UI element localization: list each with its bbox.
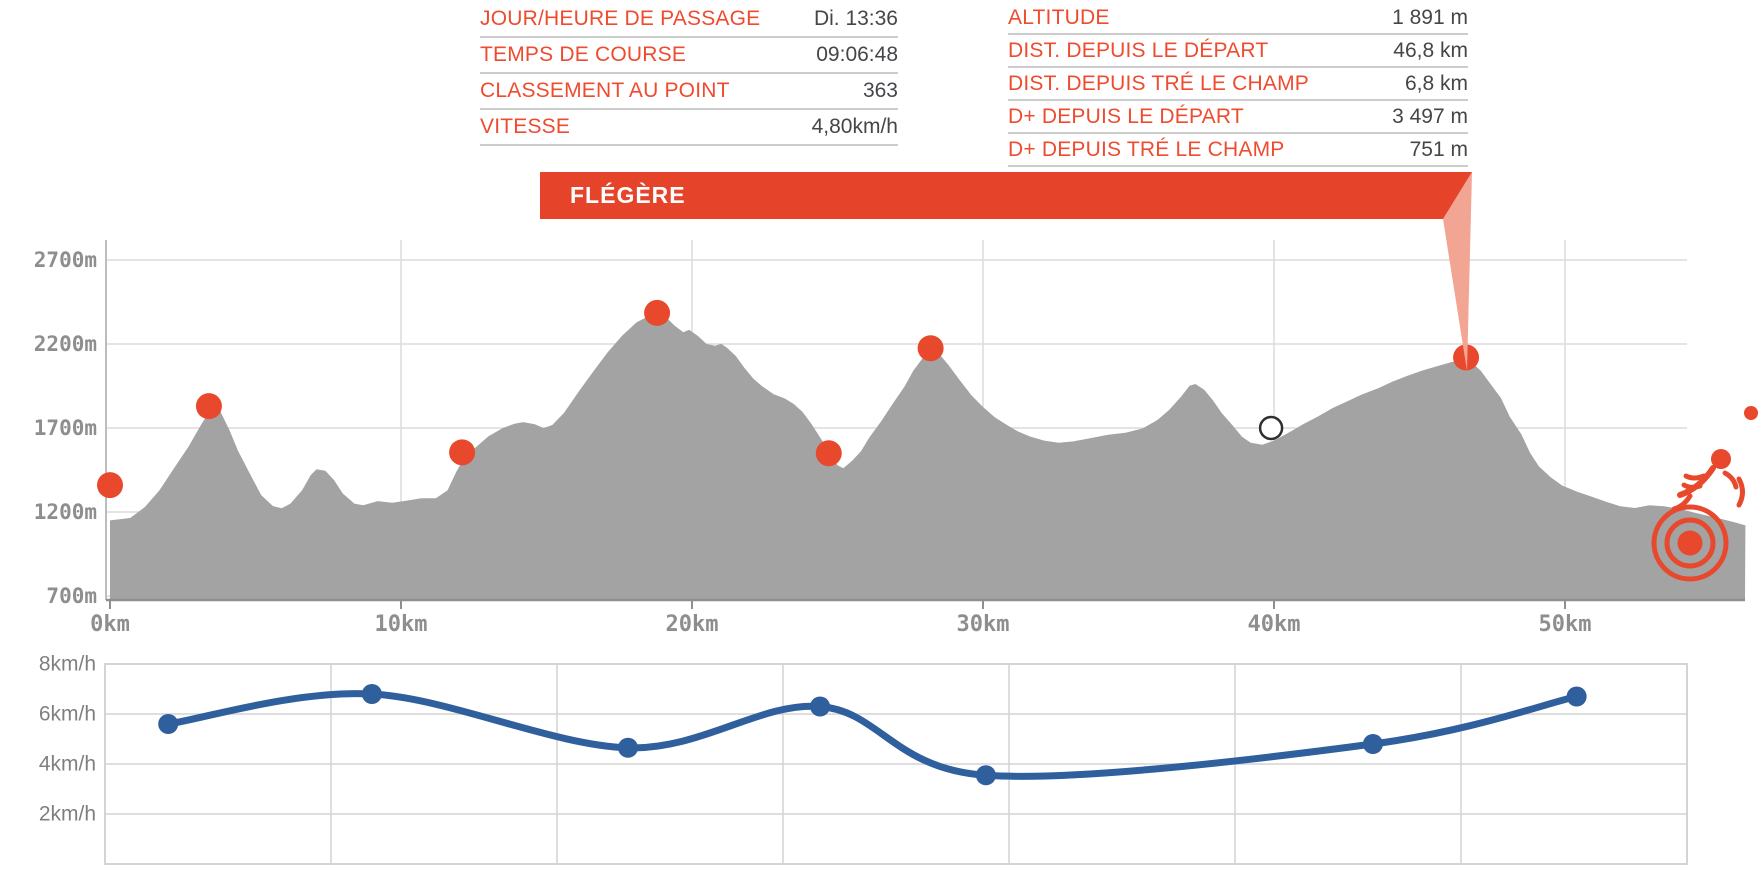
speed-chart-border [104, 663, 1688, 865]
speed-y-tick-label: 4km/h [39, 753, 96, 776]
info-row: JOUR/HEURE DE PASSAGE Di. 13:36 [480, 2, 898, 38]
info-label: ALTITUDE [1008, 5, 1110, 29]
bullseye-icon [1651, 504, 1729, 582]
banner-background [540, 172, 1472, 219]
elevation-y-tick-label: 2700m [34, 248, 97, 272]
info-label: JOUR/HEURE DE PASSAGE [480, 7, 761, 30]
info-row: TEMPS DE COURSE 09:06:48 [480, 38, 898, 74]
elevation-y-tick-label: 1200m [34, 500, 97, 524]
info-value: 363 [862, 79, 898, 102]
checkpoint-dot[interactable] [449, 439, 476, 466]
info-value: Di. 13:36 [813, 7, 898, 30]
checkpoint-dot[interactable] [97, 472, 123, 499]
info-value: 09:06:48 [816, 43, 898, 66]
info-label: DIST. DEPUIS TRÉ LE CHAMP [1008, 71, 1310, 95]
checkpoint-stats-left: JOUR/HEURE DE PASSAGE Di. 13:36 TEMPS DE C… [480, 2, 898, 146]
elevation-x-tick-label: 10km [375, 612, 428, 637]
speed-y-tick-label: 6km/h [39, 703, 96, 726]
elevation-x-tick-label: 50km [1539, 612, 1592, 637]
info-row: ALTITUDE 1 891 m [1008, 2, 1468, 35]
elevation-x-tick-label: 40km [1248, 612, 1301, 637]
speed-point-dot [1362, 734, 1383, 754]
info-label: DIST. DEPUIS LE DÉPART [1008, 38, 1269, 62]
info-value: 751 m [1409, 137, 1468, 161]
speed-point-dot [361, 684, 382, 704]
info-label: CLASSEMENT AU POINT [480, 79, 730, 102]
checkpoint-dot[interactable] [195, 393, 222, 420]
speed-point-dot [158, 714, 179, 734]
info-row: DIST. DEPUIS LE DÉPART 46,8 km [1008, 35, 1468, 68]
speed-point-dot [1566, 686, 1587, 707]
elevation-x-tick-label: 0km [90, 612, 130, 637]
checkpoint-dot[interactable] [917, 335, 944, 362]
runner-icon [1671, 406, 1758, 512]
elevation-x-tick-label: 30km [957, 612, 1010, 637]
info-row: CLASSEMENT AU POINT 363 [480, 74, 898, 110]
elevation-y-tick-label: 2200m [34, 332, 97, 356]
info-value: 4,80km/h [811, 115, 898, 138]
checkpoint-dot[interactable] [644, 299, 671, 326]
runner-position-marker[interactable] [1651, 406, 1758, 582]
speed-y-tick-label: 2km/h [39, 803, 96, 826]
checkpoint-dot[interactable] [815, 440, 842, 467]
info-row: DIST. DEPUIS TRÉ LE CHAMP 6,8 km [1008, 68, 1468, 101]
elevation-y-tick-label: 1700m [34, 416, 97, 440]
checkpoint-banner: FLÉGÈRE [540, 172, 1472, 371]
info-label: D+ DEPUIS TRÉ LE CHAMP [1008, 137, 1285, 161]
speed-point-dot [617, 737, 638, 758]
speed-chart: 8km/h 6km/h 4km/h 2km/h [39, 653, 1688, 865]
elevation-y-tick-label: 700m [46, 584, 97, 608]
info-row: D+ DEPUIS LE DÉPART 3 497 m [1008, 101, 1468, 134]
runner-trail-dot [1744, 406, 1758, 420]
info-value: 46,8 km [1393, 38, 1468, 62]
info-row: D+ DEPUIS TRÉ LE CHAMP 751 m [1008, 134, 1468, 167]
banner-callout-pointer [1443, 172, 1472, 371]
info-row: VITESSE 4,80km/h [480, 110, 898, 146]
info-value: 3 497 m [1392, 104, 1468, 128]
checkpoint-dot-upcoming[interactable] [1258, 415, 1284, 441]
checkpoint-stats-right: ALTITUDE 1 891 m DIST. DEPUIS LE DÉPART 46,… [1008, 2, 1468, 167]
speed-point-dot [975, 765, 996, 786]
info-label: TEMPS DE COURSE [480, 43, 687, 66]
speed-point-dot [810, 696, 831, 717]
elevation-terrain-area [110, 312, 1746, 600]
elevation-chart: 2700m 2200m 1700m 1200m 700m 0km 10km 20km 30km 4… [34, 240, 1746, 637]
speed-y-tick-label: 8km/h [39, 653, 96, 676]
banner-label: FLÉGÈRE [570, 181, 686, 208]
info-value: 6,8 km [1404, 71, 1468, 95]
info-label: VITESSE [480, 115, 571, 138]
info-value: 1 891 m [1392, 5, 1468, 29]
elevation-x-tick-label: 20km [666, 612, 719, 637]
info-label: D+ DEPUIS LE DÉPART [1008, 104, 1244, 128]
